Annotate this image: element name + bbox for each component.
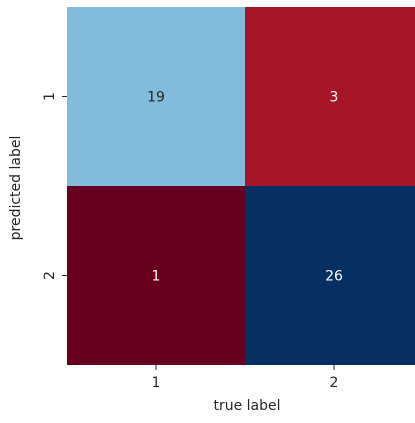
y-axis-label: predicted label: [8, 136, 24, 241]
cell-value-2-2: 26: [325, 269, 343, 285]
y-tick-label-1: 1: [42, 92, 58, 101]
x-tick-label-2: 2: [330, 375, 339, 391]
heatmap-cell-2-2: [245, 186, 415, 365]
heatmap-cell-2-1: [67, 186, 245, 365]
cell-value-labels: 19 3 1 26: [147, 90, 343, 285]
y-tick-label-2: 2: [42, 271, 58, 280]
x-tick-label-1: 1: [152, 375, 161, 391]
x-axis-label: true label: [213, 398, 280, 414]
cell-value-1-2: 3: [330, 90, 339, 106]
cell-value-1-1: 19: [147, 90, 165, 106]
heatmap-cells: [67, 7, 415, 365]
heatmap-cell-1-1: [67, 7, 245, 186]
heatmap-cell-1-2: [245, 7, 415, 186]
cell-value-2-1: 1: [152, 269, 161, 285]
axis-ticks: 1 2 1 2: [42, 92, 338, 391]
